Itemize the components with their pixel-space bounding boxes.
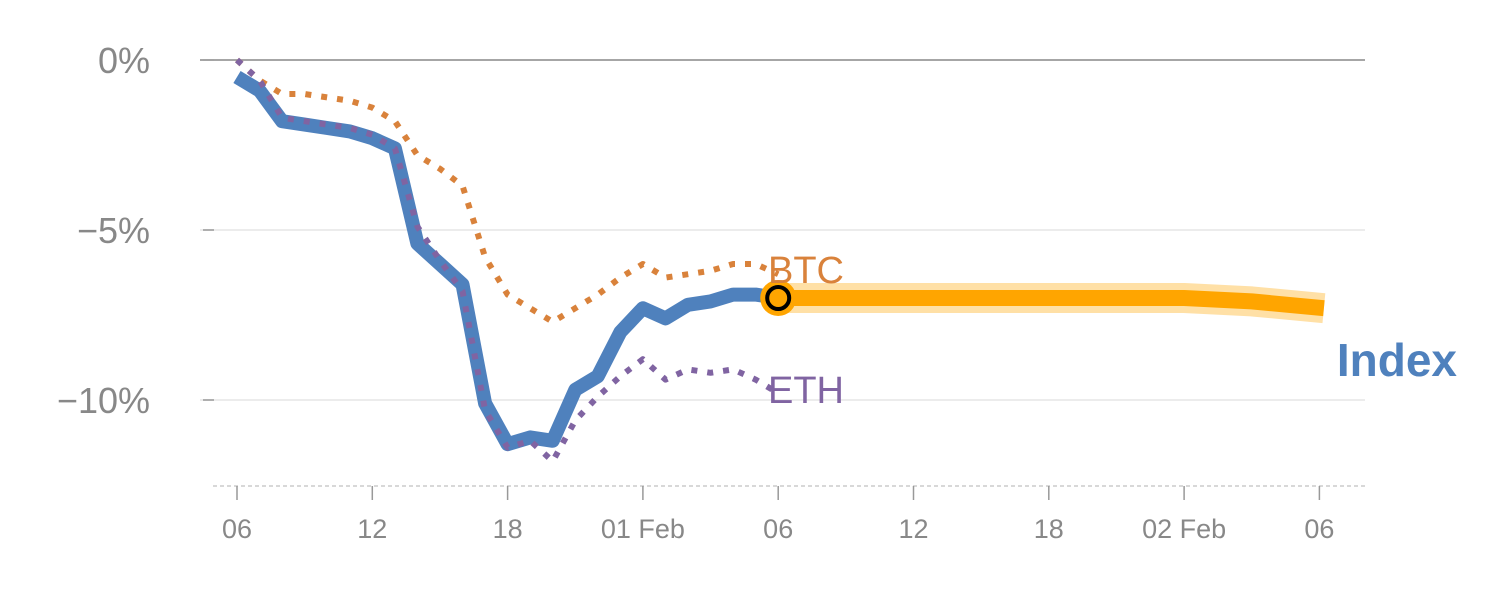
x-tick-label: 06	[763, 514, 793, 544]
forecast-start-marker	[765, 285, 792, 311]
x-tick-label: 18	[493, 514, 523, 544]
x-axis: 06 12 18 01 Feb 06 12 18 02 Feb 06	[213, 485, 1365, 544]
series-labels: BTC ETH Index	[768, 250, 1457, 412]
forecast-band	[760, 280, 1326, 324]
series-line-btc	[234, 57, 780, 325]
x-tick-label: 18	[1034, 514, 1064, 544]
series-lines	[233, 57, 780, 465]
gridlines	[200, 59, 1365, 401]
x-tick-label: 01 Feb	[601, 514, 685, 544]
x-tick-label: 06	[1304, 514, 1334, 544]
y-tick-label: −10%	[57, 380, 150, 421]
series-line-eth	[234, 57, 780, 465]
y-tick-label: −5%	[77, 210, 150, 251]
x-tick-label: 06	[222, 514, 252, 544]
x-tick-label: 02 Feb	[1142, 514, 1226, 544]
y-tick-label: 0%	[98, 40, 150, 81]
series-label-index: Index	[1337, 334, 1458, 386]
forecast-line	[778, 290, 1325, 317]
x-tick-label: 12	[357, 514, 387, 544]
series-line-index	[233, 71, 780, 452]
series-label-btc: BTC	[768, 250, 844, 292]
y-axis-tick-labels: 0% −5% −10%	[57, 40, 150, 421]
x-tick-label: 12	[898, 514, 928, 544]
series-label-eth: ETH	[768, 370, 844, 412]
